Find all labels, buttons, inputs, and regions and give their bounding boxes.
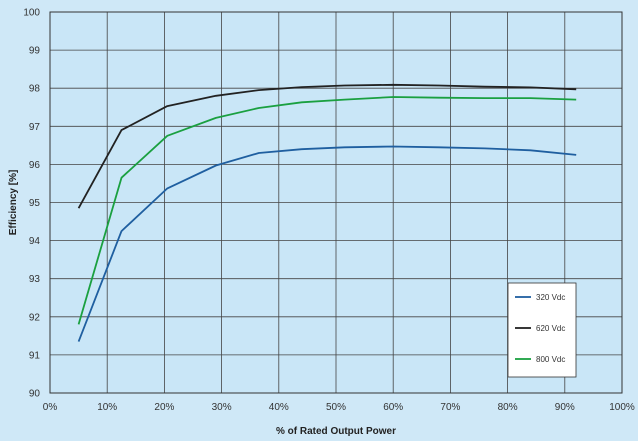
y-tick-label: 100 bbox=[23, 8, 40, 19]
x-tick-label: 70% bbox=[440, 402, 460, 413]
x-axis-ticks: 0% 10% 20% 30% 40% 50% 60% 70% 80% 90% 100% bbox=[43, 402, 635, 413]
y-tick-label: 98 bbox=[29, 84, 41, 95]
x-tick-label: 10% bbox=[97, 402, 117, 413]
legend-label: 320 Vdc bbox=[536, 293, 565, 302]
y-axis-ticks: 90 91 92 93 94 95 96 97 98 99 100 bbox=[23, 8, 40, 400]
legend-label: 800 Vdc bbox=[536, 355, 565, 364]
y-tick-label: 97 bbox=[29, 122, 41, 133]
y-tick-label: 92 bbox=[29, 312, 41, 323]
y-tick-label: 99 bbox=[29, 46, 41, 57]
x-tick-label: 90% bbox=[555, 402, 575, 413]
series-line-800-vdc bbox=[77, 96, 577, 325]
x-tick-label: 50% bbox=[326, 402, 346, 413]
x-tick-label: 40% bbox=[269, 402, 289, 413]
x-tick-label: 80% bbox=[498, 402, 518, 413]
series-line-620-vdc bbox=[77, 83, 577, 209]
series-line-320-vdc bbox=[77, 145, 577, 342]
legend-box bbox=[507, 282, 577, 378]
x-axis-label: % of Rated Output Power bbox=[276, 426, 396, 437]
series-lines bbox=[77, 83, 577, 342]
y-axis-label: Efficiency [%] bbox=[8, 170, 19, 236]
y-tick-label: 94 bbox=[29, 236, 41, 247]
y-tick-label: 91 bbox=[29, 350, 41, 361]
x-tick-label: 0% bbox=[43, 402, 58, 413]
x-tick-label: 30% bbox=[212, 402, 232, 413]
y-tick-label: 93 bbox=[29, 274, 41, 285]
y-tick-label: 95 bbox=[29, 198, 41, 209]
x-tick-label: 20% bbox=[154, 402, 174, 413]
legend: 320 Vdc 620 Vdc 800 Vdc bbox=[507, 282, 577, 378]
x-tick-label: 100% bbox=[609, 402, 635, 413]
plot-border bbox=[49, 11, 623, 394]
legend-label: 620 Vdc bbox=[536, 324, 565, 333]
y-tick-label: 96 bbox=[29, 160, 41, 171]
y-tick-label: 90 bbox=[29, 389, 41, 400]
x-tick-label: 60% bbox=[383, 402, 403, 413]
